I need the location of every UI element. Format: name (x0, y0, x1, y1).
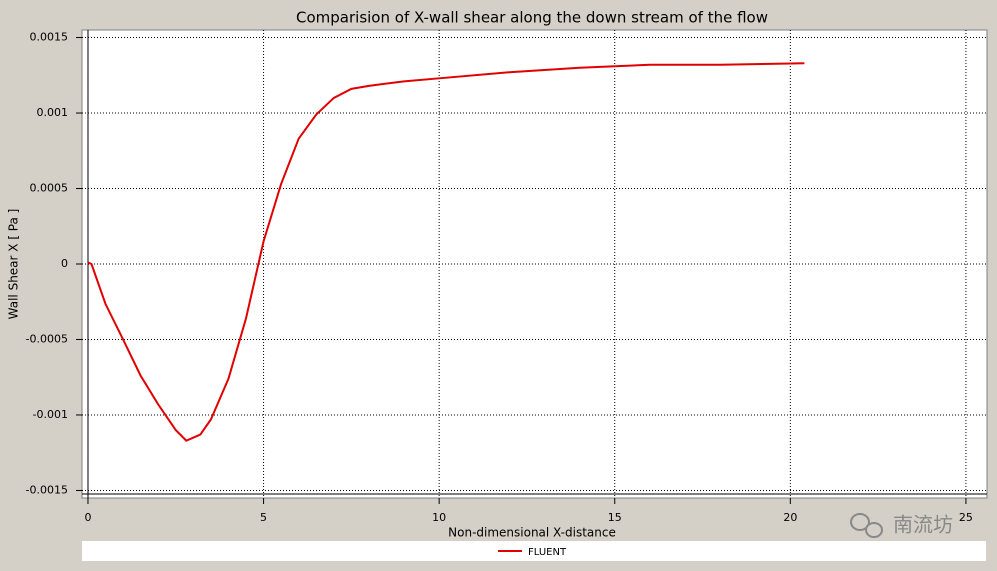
chart-title: Comparision of X-wall shear along the do… (296, 9, 768, 27)
watermark: 南流坊 (893, 513, 953, 537)
y-axis-label: Wall Shear X [ Pa ] (7, 209, 21, 320)
y-tick-label: 0.001 (37, 106, 69, 119)
y-tick-label: 0.0015 (30, 31, 69, 44)
y-tick-label: 0.0005 (30, 182, 69, 195)
x-tick-label: 5 (260, 511, 267, 524)
y-tick-label: -0.0015 (26, 483, 68, 496)
y-tick-label: -0.0005 (26, 332, 68, 345)
x-tick-label: 15 (608, 511, 622, 524)
watermark-icon (850, 513, 883, 538)
x-tick-label: 0 (84, 511, 91, 524)
x-tick-label: 10 (432, 511, 446, 524)
y-tick-label: 0 (61, 257, 68, 270)
x-tick-label: 25 (959, 511, 973, 524)
x-axis-label: Non-dimensional X-distance (448, 526, 616, 540)
data-line (87, 62, 805, 442)
legend-label: FLUENT (528, 547, 567, 558)
legend-box (82, 541, 986, 561)
x-tick-label: 20 (783, 511, 797, 524)
y-tick-label: -0.001 (33, 408, 68, 421)
